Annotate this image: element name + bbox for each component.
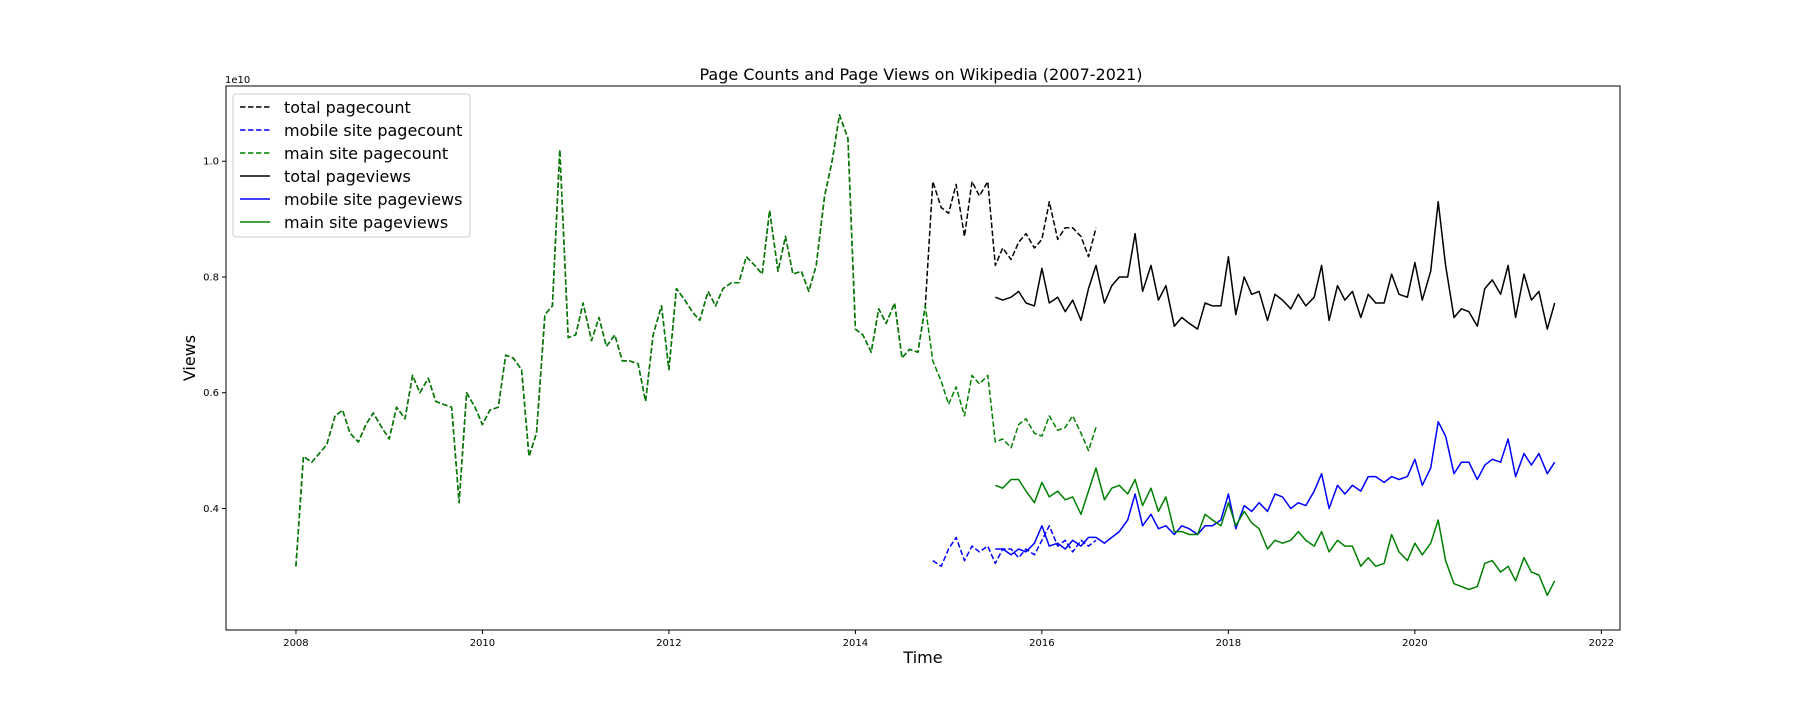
x-tick-label-2020: 2020 [1402,638,1427,649]
x-tick-label-2022: 2022 [1589,638,1614,649]
legend-label-total-pagecount: total pagecount [284,98,411,117]
x-axis-label: Time [902,648,942,667]
plot-frame [225,85,1621,631]
legend-label-total-pageviews: total pageviews [284,167,411,186]
y-offset-label: 1e10 [225,75,250,86]
legend-label-mobile-site-pageviews: mobile site pageviews [284,190,462,209]
series-main-site-pagecount [295,114,1097,567]
x-tick-label-2010: 2010 [470,638,495,649]
series-main-site-pageviews [995,467,1556,597]
y-axis-label: Views [180,335,199,381]
series-mobile-site-pageviews [995,420,1556,556]
series-layer [295,114,1556,597]
x-tick-label-2018: 2018 [1216,638,1241,649]
legend-label-main-site-pageviews: main site pageviews [284,213,448,232]
y-axis: 0.4 0.6 0.8 1.0 [203,157,226,515]
y-tick-label-0.6: 0.6 [203,388,219,399]
y-tick-label-1.0: 1.0 [203,157,219,168]
series-mobile-site-pagecount [932,525,1097,568]
x-tick-label-2012: 2012 [656,638,681,649]
legend-label-mobile-site-pagecount: mobile site pagecount [284,121,462,140]
legend: total pagecount mobile site pagecount main… [232,93,471,238]
x-axis: 2008 2010 2012 2014 2016 2018 2020 2022 [283,630,1614,649]
x-tick-label-2014: 2014 [843,638,868,649]
legend-label-main-site-pagecount: main site pagecount [284,144,448,163]
legend-items: total pagecount mobile site pagecount main… [240,98,462,232]
x-tick-label-2016: 2016 [1029,638,1054,649]
series-total-pageviews [995,200,1556,330]
legend-box [232,93,471,238]
y-tick-label-0.4: 0.4 [203,504,219,515]
y-tick-label-0.8: 0.8 [203,272,219,283]
chart-title: Page Counts and Page Views on Wikipedia … [700,65,1143,84]
x-tick-label-2008: 2008 [283,638,308,649]
